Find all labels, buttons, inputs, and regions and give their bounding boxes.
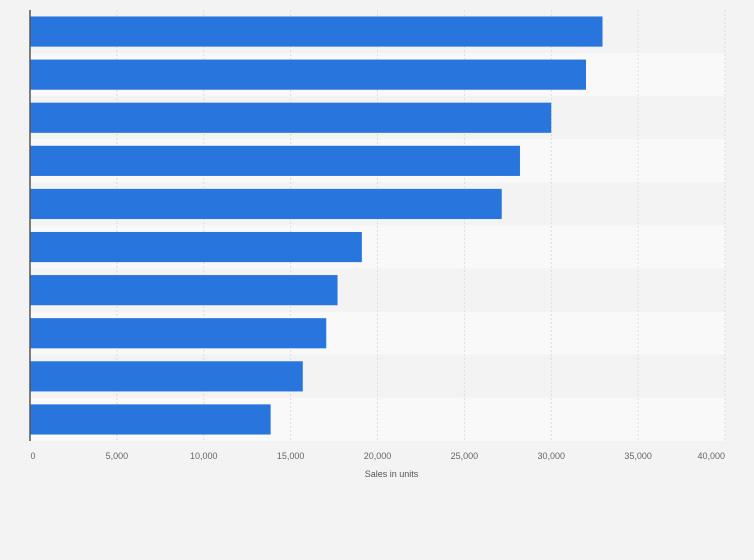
x-axis-title: Sales in units: [365, 469, 419, 479]
x-tick-label: 20,000: [364, 451, 392, 461]
x-tick-label: 30,000: [537, 451, 565, 461]
x-tick-label: 40,000: [697, 451, 725, 461]
x-tick-label: 0: [30, 451, 35, 461]
x-tick-label: 10,000: [190, 451, 218, 461]
bar[interactable]: [30, 59, 586, 90]
bar[interactable]: [30, 145, 520, 176]
bar[interactable]: [30, 231, 362, 263]
bar[interactable]: [30, 318, 327, 349]
x-tick-label: 5,000: [106, 451, 129, 461]
x-tick-label: 15,000: [277, 451, 305, 461]
bar[interactable]: [30, 102, 552, 133]
x-tick-labels: 0 5,000 10,000 15,000 20,000 25,000 30,000 35,0…: [30, 451, 725, 461]
bars: [30, 16, 603, 435]
bar[interactable]: [30, 16, 603, 47]
bar[interactable]: [30, 404, 271, 435]
bar[interactable]: [30, 361, 303, 392]
x-tick-label: 25,000: [451, 451, 479, 461]
bar[interactable]: [30, 275, 338, 306]
x-tick-label: 35,000: [624, 451, 652, 461]
bar[interactable]: [30, 188, 502, 220]
